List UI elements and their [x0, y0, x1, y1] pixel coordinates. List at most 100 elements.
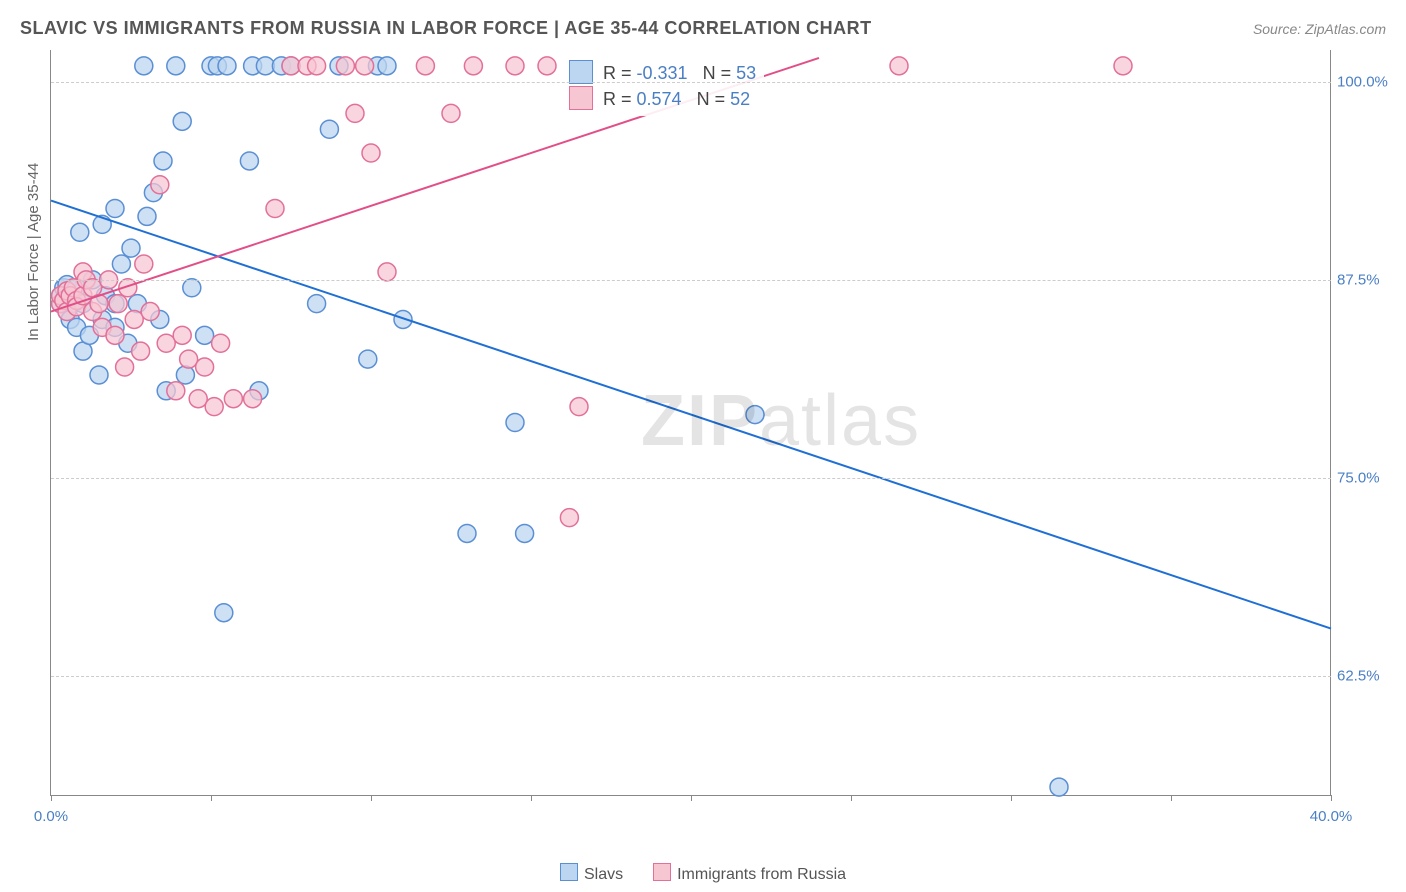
x-tick: [851, 795, 852, 801]
scatter-point: [176, 366, 194, 384]
scatter-point: [516, 524, 534, 542]
y-tick-label: 100.0%: [1337, 73, 1397, 90]
scatter-point: [205, 398, 223, 416]
scatter-point: [336, 57, 354, 75]
scatter-point: [138, 207, 156, 225]
scatter-point: [125, 310, 143, 328]
stat-n: 53: [736, 63, 756, 83]
plot-area: ZIPatlas R = -0.331 N = 53R = 0.574 N = …: [50, 50, 1331, 796]
grid-line: [51, 82, 1331, 83]
scatter-point: [135, 255, 153, 273]
stat-r: -0.331: [637, 63, 688, 83]
x-tick: [371, 795, 372, 801]
y-axis-title: In Labor Force | Age 35-44: [25, 163, 42, 341]
x-tick: [51, 795, 52, 801]
bottom-legend: Slavs Immigrants from Russia: [0, 863, 1406, 884]
stat-n: 52: [730, 89, 750, 109]
scatter-point: [180, 350, 198, 368]
x-tick-label: 0.0%: [34, 808, 68, 825]
scatter-point: [215, 604, 233, 622]
scatter-point: [90, 366, 108, 384]
chart-title: SLAVIC VS IMMIGRANTS FROM RUSSIA IN LABO…: [20, 18, 872, 39]
stats-row: R = 0.574 N = 52: [569, 86, 756, 112]
scatter-point: [71, 223, 89, 241]
scatter-point: [112, 255, 130, 273]
scatter-point: [359, 350, 377, 368]
scatter-point: [308, 57, 326, 75]
grid-line: [51, 280, 1331, 281]
scatter-point: [196, 358, 214, 376]
x-tick: [211, 795, 212, 801]
x-tick-label: 40.0%: [1310, 808, 1353, 825]
scatter-point: [244, 390, 262, 408]
y-tick-label: 75.0%: [1337, 469, 1397, 486]
scatter-point: [109, 295, 127, 313]
scatter-point: [266, 200, 284, 218]
scatter-point: [240, 152, 258, 170]
legend-stats-box: R = -0.331 N = 53R = 0.574 N = 52: [561, 56, 764, 116]
legend-label: Immigrants from Russia: [677, 866, 846, 883]
legend-swatch-icon: [569, 60, 593, 84]
scatter-point: [173, 326, 191, 344]
grid-line: [51, 676, 1331, 677]
scatter-point: [212, 334, 230, 352]
scatter-point: [157, 334, 175, 352]
scatter-point: [746, 406, 764, 424]
scatter-point: [122, 239, 140, 257]
scatter-point: [378, 263, 396, 281]
scatter-point: [416, 57, 434, 75]
scatter-point: [154, 152, 172, 170]
scatter-point: [106, 200, 124, 218]
x-tick: [1171, 795, 1172, 801]
legend-swatch-icon: [560, 863, 578, 881]
scatter-point: [890, 57, 908, 75]
scatter-point: [116, 358, 134, 376]
scatter-point: [189, 390, 207, 408]
scatter-point: [196, 326, 214, 344]
scatter-point: [506, 57, 524, 75]
scatter-point: [167, 382, 185, 400]
scatter-point: [183, 279, 201, 297]
legend-swatch-icon: [569, 86, 593, 110]
scatter-point: [173, 112, 191, 130]
scatter-point: [167, 57, 185, 75]
scatter-point: [1114, 57, 1132, 75]
scatter-point: [135, 57, 153, 75]
legend-label: Slavs: [584, 866, 623, 883]
stat-r: 0.574: [637, 89, 682, 109]
scatter-point: [464, 57, 482, 75]
legend-item: Slavs: [560, 866, 623, 883]
scatter-point: [356, 57, 374, 75]
scatter-point: [224, 390, 242, 408]
y-tick-label: 62.5%: [1337, 668, 1397, 685]
scatter-point: [362, 144, 380, 162]
x-tick: [1331, 795, 1332, 801]
scatter-point: [346, 104, 364, 122]
plot-svg: [51, 50, 1331, 795]
scatter-point: [1050, 778, 1068, 796]
source-label: Source: ZipAtlas.com: [1253, 21, 1386, 37]
y-tick-label: 87.5%: [1337, 271, 1397, 288]
scatter-point: [151, 176, 169, 194]
scatter-point: [132, 342, 150, 360]
scatter-point: [378, 57, 396, 75]
x-tick: [531, 795, 532, 801]
grid-line: [51, 478, 1331, 479]
scatter-point: [106, 326, 124, 344]
x-tick: [691, 795, 692, 801]
scatter-point: [570, 398, 588, 416]
scatter-point: [506, 414, 524, 432]
legend-swatch-icon: [653, 863, 671, 881]
header-row: SLAVIC VS IMMIGRANTS FROM RUSSIA IN LABO…: [20, 18, 1386, 39]
legend-item: Immigrants from Russia: [653, 866, 846, 883]
x-tick: [1011, 795, 1012, 801]
scatter-point: [458, 524, 476, 542]
scatter-point: [538, 57, 556, 75]
scatter-point: [560, 509, 578, 527]
scatter-point: [308, 295, 326, 313]
scatter-point: [320, 120, 338, 138]
scatter-point: [218, 57, 236, 75]
trend-line: [51, 201, 1331, 629]
scatter-point: [141, 303, 159, 321]
scatter-point: [442, 104, 460, 122]
